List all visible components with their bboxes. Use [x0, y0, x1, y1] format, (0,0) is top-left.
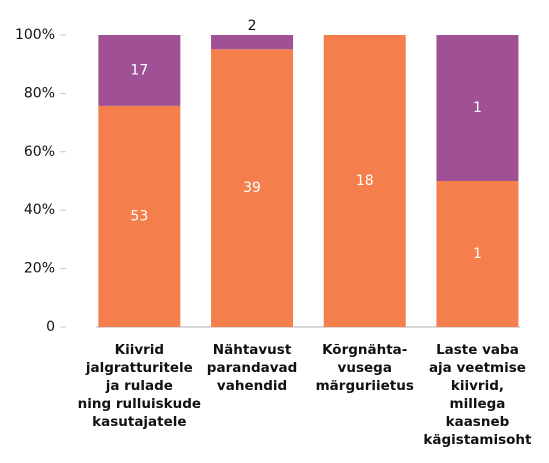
y-tick-label: 100%	[15, 27, 55, 43]
y-tick-label: 0	[46, 319, 55, 335]
value-label: 39	[243, 180, 261, 196]
y-tick-label: 40%	[24, 202, 55, 218]
x-tick-label: Nähtavust parandavad vahendid	[207, 342, 298, 394]
value-label: 1	[473, 246, 482, 262]
bar-segment	[323, 35, 406, 327]
value-label: 2	[248, 18, 257, 34]
y-tick-label: 20%	[24, 261, 55, 277]
x-tick-label: Kõrgnähta-vusega märguriietus	[316, 342, 414, 394]
bar-segment	[436, 35, 519, 181]
bar-segment	[211, 35, 294, 50]
x-tick-label: Laste vaba aja veetmise kiivrid, millega kaa…	[423, 342, 532, 448]
bar-segment	[211, 49, 294, 328]
bar-segment	[98, 105, 181, 328]
value-label: 17	[130, 62, 148, 78]
bar-segment	[436, 181, 519, 327]
y-tick-label: 60%	[24, 144, 55, 160]
value-label: 53	[130, 208, 148, 224]
value-label: 18	[356, 173, 374, 189]
bar-segment	[98, 35, 181, 106]
y-tick-label: 80%	[24, 85, 55, 101]
x-tick-label: Kiivrid jalgratturitele ja rulade ning rull…	[78, 342, 201, 430]
value-label: 1	[473, 100, 482, 116]
